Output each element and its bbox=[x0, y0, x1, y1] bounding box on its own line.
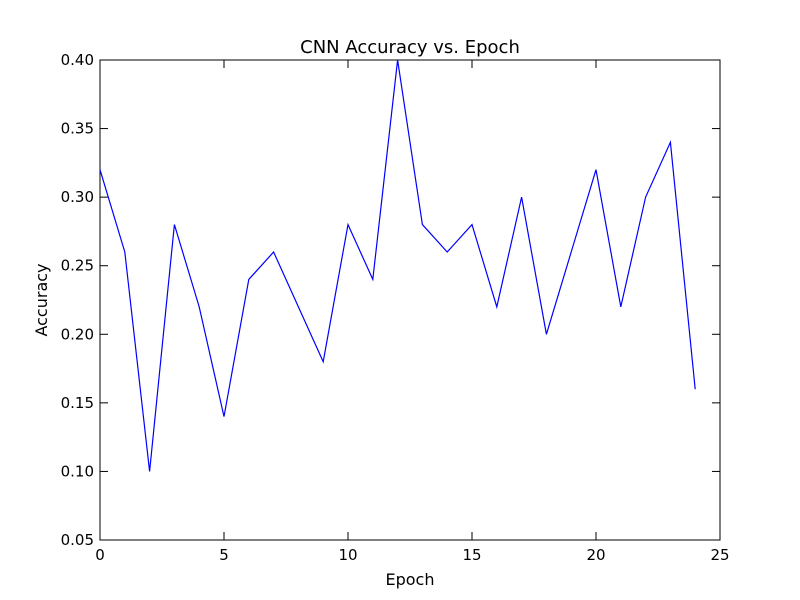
x-tick-label: 25 bbox=[710, 546, 729, 564]
x-axis-label: Epoch bbox=[386, 570, 435, 589]
y-tick-label: 0.25 bbox=[61, 257, 94, 275]
x-tick-label: 15 bbox=[462, 546, 481, 564]
chart-title: CNN Accuracy vs. Epoch bbox=[300, 37, 520, 58]
y-axis-label: Accuracy bbox=[32, 263, 51, 336]
y-tick-label: 0.10 bbox=[61, 462, 94, 480]
y-tick-label: 0.20 bbox=[61, 325, 94, 343]
y-axis-ticks: 0.05 0.10 0.15 0.20 0.25 0.30 0.35 0.40 bbox=[61, 51, 720, 549]
x-axis-ticks: 0 5 10 15 20 25 bbox=[95, 60, 730, 564]
y-tick-label: 0.40 bbox=[61, 51, 94, 69]
x-tick-label: 5 bbox=[219, 546, 229, 564]
y-tick-label: 0.15 bbox=[61, 394, 94, 412]
x-tick-label: 0 bbox=[95, 546, 105, 564]
accuracy-series-line bbox=[99, 59, 696, 472]
plot-area bbox=[99, 59, 721, 541]
y-tick-label: 0.05 bbox=[61, 531, 94, 549]
x-tick-label: 10 bbox=[338, 546, 357, 564]
x-tick-label: 20 bbox=[586, 546, 605, 564]
plot-frame bbox=[99, 59, 721, 541]
y-tick-label: 0.35 bbox=[61, 120, 94, 138]
y-tick-label: 0.30 bbox=[61, 188, 94, 206]
series-layer bbox=[99, 59, 696, 472]
